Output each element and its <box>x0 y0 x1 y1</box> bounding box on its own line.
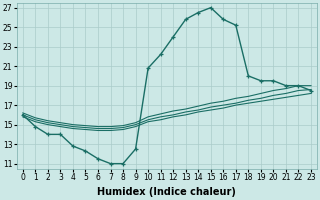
X-axis label: Humidex (Indice chaleur): Humidex (Indice chaleur) <box>98 187 236 197</box>
